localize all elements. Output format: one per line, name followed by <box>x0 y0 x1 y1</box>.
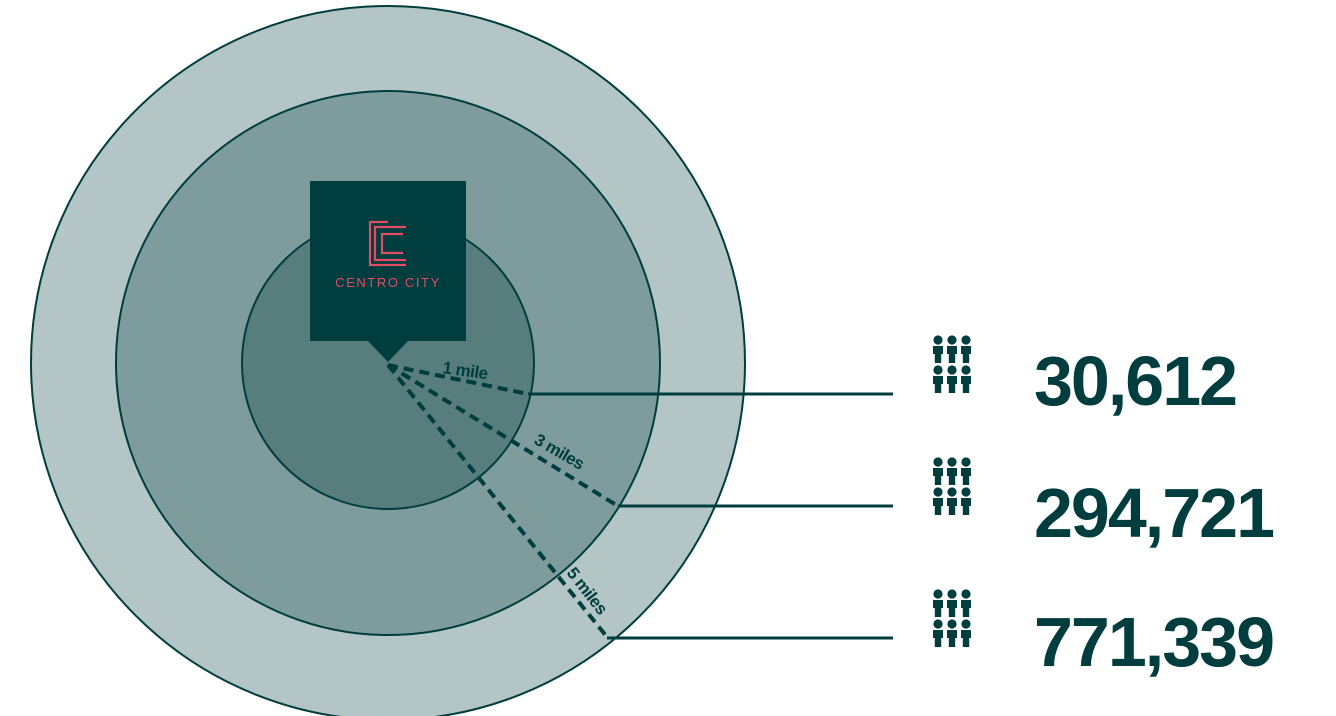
population-1-mile: 30,612 <box>1034 342 1236 420</box>
people-group-icon <box>933 589 971 647</box>
population-3-miles: 294,721 <box>1034 474 1273 552</box>
people-group-icon <box>933 335 971 393</box>
population-5-miles: 771,339 <box>1034 603 1273 681</box>
centro-city-logo-icon <box>368 220 406 267</box>
people-group-icon <box>933 457 971 515</box>
brand-name: CENTRO CITY <box>335 275 441 290</box>
radius-1-mile <box>387 363 529 396</box>
radius-3-miles <box>386 363 620 508</box>
location-marker: CENTRO CITY <box>310 181 466 362</box>
radius-5-miles <box>386 363 609 639</box>
